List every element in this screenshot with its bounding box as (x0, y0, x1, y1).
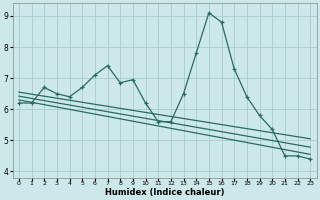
X-axis label: Humidex (Indice chaleur): Humidex (Indice chaleur) (105, 188, 224, 197)
